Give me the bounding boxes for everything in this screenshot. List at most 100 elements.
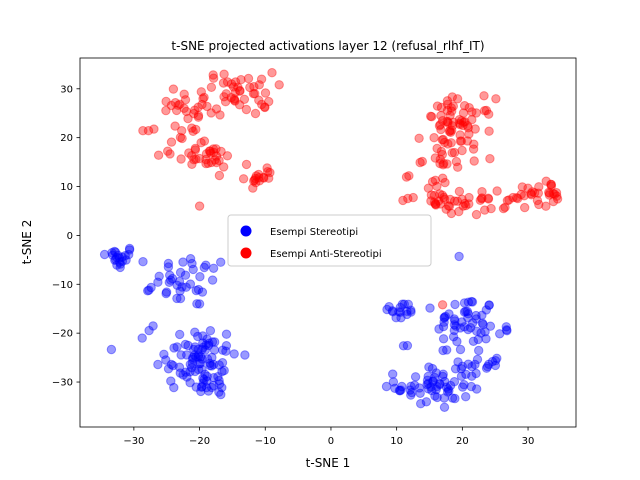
point-anti-stereotipi — [219, 162, 229, 172]
legend-label-anti-stereotipi: Esempi Anti-Stereotipi — [270, 249, 382, 260]
point-stereotipi — [161, 355, 171, 365]
point-stereotipi — [144, 285, 154, 295]
point-anti-stereotipi — [166, 137, 177, 147]
ticks-layer: −30 −20 −10 0 10 20 30 −30 −20 −10 0 10 20 30 — [52, 84, 535, 447]
point-stereotipi — [107, 248, 117, 258]
point-anti-stereotipi — [429, 133, 439, 143]
point-stereotipi — [452, 336, 462, 347]
point-anti-stereotipi — [447, 148, 457, 158]
point-stereotipi — [423, 378, 433, 389]
point-anti-stereotipi — [479, 91, 489, 101]
point-anti-stereotipi — [458, 108, 469, 118]
point-anti-stereotipi — [404, 171, 414, 181]
point-anti-stereotipi — [464, 192, 474, 203]
point-stereotipi — [181, 367, 191, 377]
point-stereotipi — [198, 373, 208, 383]
point-stereotipi — [172, 342, 182, 352]
point-anti-stereotipi — [211, 151, 222, 161]
point-anti-stereotipi — [464, 199, 474, 209]
point-stereotipi — [175, 286, 185, 296]
point-anti-stereotipi — [260, 88, 271, 98]
point-anti-stereotipi — [477, 193, 487, 203]
point-stereotipi — [229, 349, 239, 359]
point-anti-stereotipi — [476, 194, 487, 204]
point-anti-stereotipi — [464, 129, 474, 139]
point-anti-stereotipi — [527, 187, 538, 197]
point-stereotipi — [108, 250, 118, 260]
point-stereotipi — [201, 382, 212, 393]
point-anti-stereotipi — [430, 199, 441, 209]
point-anti-stereotipi — [443, 117, 453, 127]
point-stereotipi — [430, 391, 440, 401]
point-stereotipi — [188, 354, 198, 364]
point-anti-stereotipi — [257, 99, 267, 110]
point-stereotipi — [207, 275, 218, 285]
point-anti-stereotipi — [446, 103, 456, 113]
point-anti-stereotipi — [454, 206, 464, 217]
point-anti-stereotipi — [193, 112, 204, 122]
point-stereotipi — [423, 384, 433, 394]
point-anti-stereotipi — [500, 202, 510, 213]
point-stereotipi — [463, 297, 474, 307]
point-stereotipi — [410, 372, 421, 382]
point-stereotipi — [484, 300, 494, 310]
point-anti-stereotipi — [249, 176, 259, 186]
point-anti-stereotipi — [464, 103, 474, 113]
point-anti-stereotipi — [504, 195, 514, 205]
point-stereotipi — [456, 364, 466, 374]
point-stereotipi — [187, 358, 198, 368]
point-anti-stereotipi — [226, 93, 236, 103]
point-stereotipi — [442, 345, 452, 355]
point-anti-stereotipi — [454, 115, 465, 125]
point-anti-stereotipi — [414, 133, 424, 144]
point-stereotipi — [388, 369, 398, 379]
point-anti-stereotipi — [443, 118, 453, 128]
point-stereotipi — [487, 356, 498, 367]
point-stereotipi — [209, 345, 220, 355]
point-anti-stereotipi — [552, 191, 562, 201]
point-stereotipi — [403, 299, 413, 309]
point-anti-stereotipi — [498, 203, 509, 214]
point-stereotipi — [208, 380, 219, 391]
point-stereotipi — [394, 385, 405, 396]
point-stereotipi — [416, 399, 426, 409]
point-anti-stereotipi — [502, 195, 513, 206]
point-stereotipi — [471, 310, 481, 321]
point-stereotipi — [218, 345, 228, 355]
point-anti-stereotipi — [260, 102, 270, 113]
point-anti-stereotipi — [437, 135, 447, 145]
point-stereotipi — [166, 275, 176, 285]
point-anti-stereotipi — [436, 124, 446, 135]
point-stereotipi — [424, 362, 434, 372]
point-stereotipi — [172, 280, 182, 290]
point-stereotipi — [470, 359, 480, 370]
point-anti-stereotipi — [210, 155, 220, 165]
point-stereotipi — [112, 260, 122, 270]
point-stereotipi — [205, 326, 216, 336]
legend: Esempi Stereotipi Esempi Anti-Stereotipi — [227, 214, 432, 267]
point-stereotipi — [214, 387, 224, 397]
point-stereotipi — [426, 382, 436, 392]
point-stereotipi — [210, 337, 220, 347]
point-anti-stereotipi — [179, 89, 189, 99]
point-stereotipi — [216, 389, 226, 400]
point-anti-stereotipi — [548, 188, 558, 199]
point-anti-stereotipi — [219, 69, 229, 79]
point-anti-stereotipi — [179, 103, 189, 114]
point-anti-stereotipi — [552, 194, 563, 204]
point-anti-stereotipi — [429, 197, 440, 208]
point-anti-stereotipi — [432, 181, 442, 192]
point-anti-stereotipi — [199, 92, 209, 103]
point-anti-stereotipi — [222, 77, 233, 87]
point-stereotipi — [405, 385, 415, 395]
point-stereotipi — [117, 252, 127, 262]
point-anti-stereotipi — [435, 199, 446, 209]
point-anti-stereotipi — [435, 119, 445, 130]
point-stereotipi — [194, 359, 205, 369]
point-stereotipi — [198, 342, 208, 353]
point-anti-stereotipi — [430, 153, 440, 163]
point-stereotipi — [449, 377, 460, 387]
point-stereotipi — [427, 363, 438, 374]
point-stereotipi — [456, 371, 467, 381]
point-anti-stereotipi — [511, 193, 522, 203]
